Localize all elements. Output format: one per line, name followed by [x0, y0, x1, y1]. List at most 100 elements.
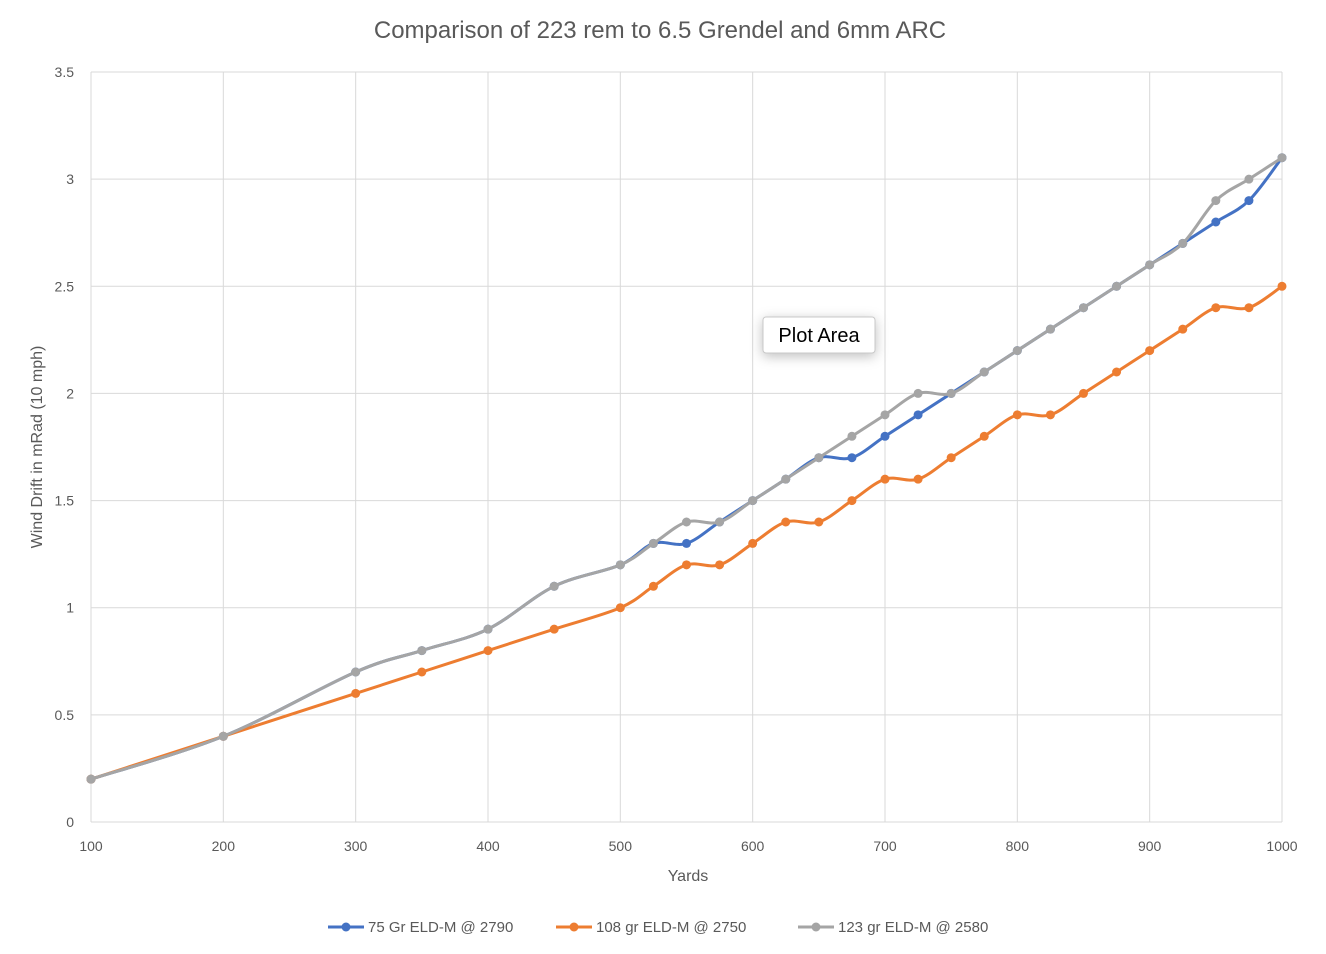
data-point — [549, 581, 559, 591]
data-point — [1045, 410, 1055, 420]
data-point — [1277, 153, 1287, 163]
data-point — [1112, 367, 1122, 377]
series-1 — [86, 153, 1287, 784]
data-point — [1211, 217, 1221, 227]
data-point — [615, 603, 625, 613]
y-axis-label: Wind Drift in mRad (10 mph) — [29, 346, 46, 549]
data-point — [913, 410, 923, 420]
data-point — [351, 667, 361, 677]
data-point — [417, 646, 427, 656]
legend-item-2: 108 gr ELD-M @ 2750 — [556, 919, 746, 936]
x-tick-label: 200 — [212, 838, 236, 854]
series-3 — [86, 153, 1287, 784]
data-point — [913, 388, 923, 398]
data-point — [880, 431, 890, 441]
x-tick-label: 700 — [873, 838, 897, 854]
data-point — [1277, 281, 1287, 291]
data-point — [615, 560, 625, 570]
data-point — [648, 538, 658, 548]
data-point — [1112, 281, 1122, 291]
data-point — [86, 774, 96, 784]
y-tick-label: 0.5 — [55, 707, 75, 723]
data-point — [946, 453, 956, 463]
y-tick-label: 2.5 — [55, 278, 75, 294]
legend-label: 108 gr ELD-M @ 2750 — [596, 919, 746, 936]
series-line — [89, 284, 1284, 781]
axes: 0 0.5 1 1.5 2 2.5 3 3.5 100 200 300 400 500 600 700 800… — [55, 64, 1298, 854]
data-point — [648, 581, 658, 591]
data-point — [682, 538, 691, 548]
data-point — [1178, 238, 1188, 248]
legend-marker — [341, 922, 351, 932]
x-tick-label: 400 — [476, 838, 500, 854]
data-point — [1178, 324, 1188, 334]
x-axis-label: Yards — [668, 868, 709, 885]
data-point — [483, 624, 493, 634]
series-line — [89, 156, 1284, 781]
data-point — [1244, 196, 1254, 206]
data-point — [847, 431, 857, 441]
plot-series — [86, 153, 1287, 784]
data-point — [880, 474, 890, 484]
gridlines — [90, 71, 1283, 823]
y-tick-label: 1.5 — [55, 493, 75, 509]
data-point — [715, 517, 725, 527]
data-point — [682, 517, 691, 527]
data-point — [1211, 196, 1221, 206]
legend-label: 75 Gr ELD-M @ 2790 — [368, 919, 513, 936]
data-point — [351, 688, 361, 698]
y-tick-label: 0 — [66, 814, 74, 830]
data-point — [715, 560, 725, 570]
chart-title: Comparison of 223 rem to 6.5 Grendel and… — [374, 17, 946, 44]
data-point — [748, 496, 758, 506]
y-tick-label: 3 — [66, 171, 74, 187]
x-tick-label: 500 — [609, 838, 633, 854]
data-point — [682, 560, 691, 570]
tooltip-text: Plot Area — [778, 325, 860, 347]
series-line — [89, 156, 1284, 781]
x-tick-label: 600 — [741, 838, 765, 854]
data-point — [979, 367, 989, 377]
data-point — [814, 517, 824, 527]
x-tick-label: 800 — [1006, 838, 1030, 854]
y-tick-label: 2 — [66, 385, 74, 401]
x-tick-label: 1000 — [1266, 838, 1297, 854]
y-tick-label: 1 — [66, 600, 74, 616]
data-point — [781, 517, 791, 527]
plot-area-tooltip: Plot Area — [762, 316, 876, 354]
legend-marker — [569, 922, 579, 932]
data-point — [483, 646, 493, 656]
x-tick-label: 100 — [79, 838, 103, 854]
series-2 — [86, 281, 1287, 784]
legend-item-3: 123 gr ELD-M @ 2580 — [798, 919, 988, 936]
data-point — [417, 667, 427, 677]
data-point — [1012, 346, 1022, 356]
x-tick-label: 900 — [1138, 838, 1162, 854]
legend-item-1: 75 Gr ELD-M @ 2790 — [328, 919, 513, 936]
data-point — [847, 453, 857, 463]
data-point — [913, 474, 923, 484]
data-point — [1211, 303, 1221, 313]
data-point — [1244, 174, 1254, 184]
data-point — [946, 388, 956, 398]
data-point — [1145, 260, 1155, 270]
data-point — [1145, 346, 1155, 356]
legend-marker — [811, 922, 821, 932]
legend-label: 123 gr ELD-M @ 2580 — [838, 919, 988, 936]
data-point — [1045, 324, 1055, 334]
y-tick-label: 3.5 — [55, 64, 75, 80]
legend: 75 Gr ELD-M @ 2790 108 gr ELD-M @ 2750 123… — [328, 919, 988, 936]
data-point — [218, 731, 228, 741]
x-tick-label: 300 — [344, 838, 368, 854]
data-point — [1244, 303, 1254, 313]
data-point — [1079, 388, 1088, 398]
data-point — [748, 538, 758, 548]
data-point — [979, 431, 989, 441]
data-point — [549, 624, 559, 634]
data-point — [1079, 303, 1088, 313]
data-point — [1012, 410, 1022, 420]
data-point — [814, 453, 824, 463]
data-point — [847, 496, 857, 506]
data-point — [781, 474, 791, 484]
